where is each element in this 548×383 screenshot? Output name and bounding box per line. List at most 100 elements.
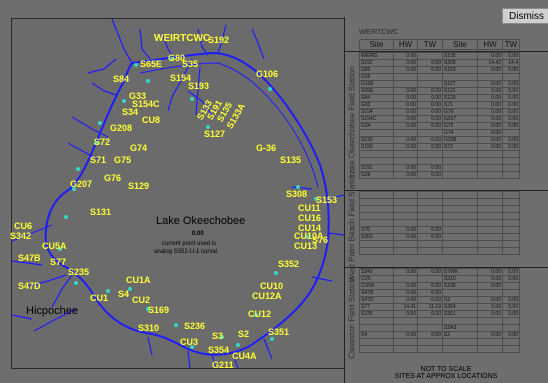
station-label-g211[interactable]: G211 [212, 360, 234, 370]
station-label-g75[interactable]: G75 [114, 155, 132, 165]
site-cell[interactable]: G80 [359, 66, 394, 74]
station-label-s34[interactable]: S34 [122, 107, 139, 117]
station-label-s129[interactable]: S129 [128, 181, 150, 191]
station-label-cu1[interactable]: CU1 [90, 293, 109, 303]
station-label-s154[interactable]: S154 [170, 73, 192, 83]
station-label-s154c[interactable]: S154C [132, 99, 160, 109]
station-label-s236[interactable]: S236 [184, 321, 206, 331]
site-cell[interactable]: G207 [442, 115, 478, 123]
site-cell[interactable]: S47D [359, 296, 394, 304]
site-cell[interactable]: S131 [442, 87, 478, 95]
site-cell[interactable]: S127 [442, 80, 478, 88]
station-label-cu6[interactable]: CU6 [14, 221, 33, 231]
site-cell[interactable]: S65E [359, 87, 394, 95]
site-cell[interactable]: S308 [442, 59, 478, 67]
station-label-cu8[interactable]: CU8 [142, 115, 161, 125]
station-label-s71[interactable]: S71 [90, 155, 107, 165]
site-cell[interactable]: G74 [442, 129, 478, 137]
station-label-s131[interactable]: S131 [90, 207, 112, 217]
station-label-s76[interactable]: S76 [312, 235, 329, 245]
station-label-cu2[interactable]: CU2 [132, 295, 151, 305]
station-label-g208[interactable]: G208 [110, 123, 133, 133]
site-cell[interactable]: S76 [359, 226, 394, 234]
station-label-s84[interactable]: S84 [113, 74, 130, 84]
site-cell[interactable]: S47B [359, 289, 394, 297]
station-label-s47d[interactable]: S47D [18, 281, 41, 291]
station-label-s193[interactable]: S193 [188, 81, 210, 91]
station-label-s342[interactable]: S342 [10, 231, 32, 241]
site-cell[interactable]: S2 [442, 331, 478, 339]
site-cell[interactable]: G76 [442, 108, 478, 116]
site-cell[interactable]: S3 [442, 296, 478, 304]
station-label-s169[interactable]: S169 [148, 305, 170, 315]
site-cell[interactable]: S342 [359, 268, 394, 276]
station-label-s235[interactable]: S235 [68, 267, 90, 277]
station-label-g33[interactable]: G33 [129, 91, 147, 101]
station-label-cu10a[interactable]: CU10A [294, 231, 324, 241]
site-cell[interactable]: G106 [359, 80, 394, 88]
site-cell[interactable]: S192 [359, 59, 394, 67]
station-label-s65e[interactable]: S65E [140, 59, 163, 69]
station-label-s127[interactable]: S127 [204, 129, 226, 139]
station-label-cu13[interactable]: CU13 [294, 241, 318, 251]
site-cell[interactable]: S129 [442, 94, 478, 102]
site-cell[interactable]: S235 [359, 310, 394, 318]
site-cell[interactable]: S154C [359, 115, 394, 123]
station-label-s35[interactable]: S35 [182, 59, 199, 69]
station-label-s47b[interactable]: S47B [18, 253, 41, 263]
site-cell[interactable]: G34 [359, 122, 394, 130]
station-label-cu12[interactable]: CU12 [248, 309, 272, 319]
site-cell[interactable]: G75 [442, 122, 478, 130]
station-label-cu12a[interactable]: CU12A [252, 291, 282, 301]
site-cell[interactable]: S354 [442, 303, 478, 311]
station-label-g80[interactable]: G80 [168, 53, 186, 63]
station-label-s310[interactable]: S310 [138, 323, 160, 333]
station-label-cu16[interactable]: CU16 [298, 213, 322, 223]
site-cell[interactable]: S4 [359, 331, 394, 339]
station-label-s352[interactable]: S352 [278, 259, 300, 269]
site-cell[interactable]: S2A3 [442, 324, 478, 332]
station-label-s77[interactable]: S77 [50, 257, 67, 267]
site-cell[interactable]: S7WK [442, 268, 478, 276]
station-label-s4[interactable]: S4 [118, 289, 130, 299]
station-label-cu4a[interactable]: CU4A [232, 351, 257, 361]
site-cell[interactable]: S135 [442, 52, 478, 60]
site-cell[interactable]: S236 [442, 282, 478, 290]
station-label-s351[interactable]: S351 [268, 327, 290, 337]
site-cell[interactable]: G208 [442, 136, 478, 144]
station-label-s153[interactable]: S153 [316, 195, 338, 205]
site-cell[interactable]: S84 [359, 94, 394, 102]
site-cell[interactable]: CV5 [359, 275, 394, 283]
site-cell[interactable]: G33 [359, 101, 394, 109]
station-label-g76[interactable]: G76 [104, 173, 122, 183]
station-label-s3[interactable]: S3 [212, 331, 224, 341]
station-label-s192[interactable]: S192 [208, 35, 230, 45]
station-label-s354[interactable]: S354 [208, 345, 230, 355]
station-label-s2[interactable]: S2 [238, 329, 250, 339]
site-cell[interactable]: S72 [442, 143, 478, 151]
station-label-cu5a[interactable]: CU5A [42, 241, 67, 251]
site-cell[interactable]: S153 [442, 66, 478, 74]
station-label-cu11[interactable]: CU11 [298, 203, 321, 213]
station-label-g36[interactable]: G-36 [256, 143, 277, 153]
site-cell[interactable]: S154 [359, 108, 394, 116]
station-label-s308[interactable]: S308 [286, 189, 308, 199]
site-cell[interactable]: S71 [442, 101, 478, 109]
site-cell[interactable]: S352 [359, 233, 394, 241]
station-label-cu3[interactable]: CU3 [180, 337, 199, 347]
site-cell[interactable]: G35 [359, 73, 394, 81]
dismiss-button[interactable]: Dismiss [502, 8, 548, 24]
site-cell[interactable]: S351 [442, 310, 478, 318]
station-label-g106[interactable]: G106 [256, 69, 279, 79]
site-cell[interactable]: S133 [359, 136, 394, 144]
site-cell[interactable]: S193 [359, 143, 394, 151]
station-label-cu10[interactable]: CU10 [260, 281, 284, 291]
site-cell[interactable]: CU5A [359, 282, 394, 290]
station-label-s135[interactable]: S135 [280, 155, 302, 165]
station-label-weirtcwc[interactable]: WEIRTCWC [154, 33, 211, 44]
station-label-g74[interactable]: G74 [130, 143, 148, 153]
station-label-s72[interactable]: S72 [94, 137, 111, 147]
site-cell[interactable]: G36 [359, 171, 394, 179]
station-label-cu1a[interactable]: CU1A [126, 275, 151, 285]
site-cell[interactable]: S77 [359, 303, 394, 311]
